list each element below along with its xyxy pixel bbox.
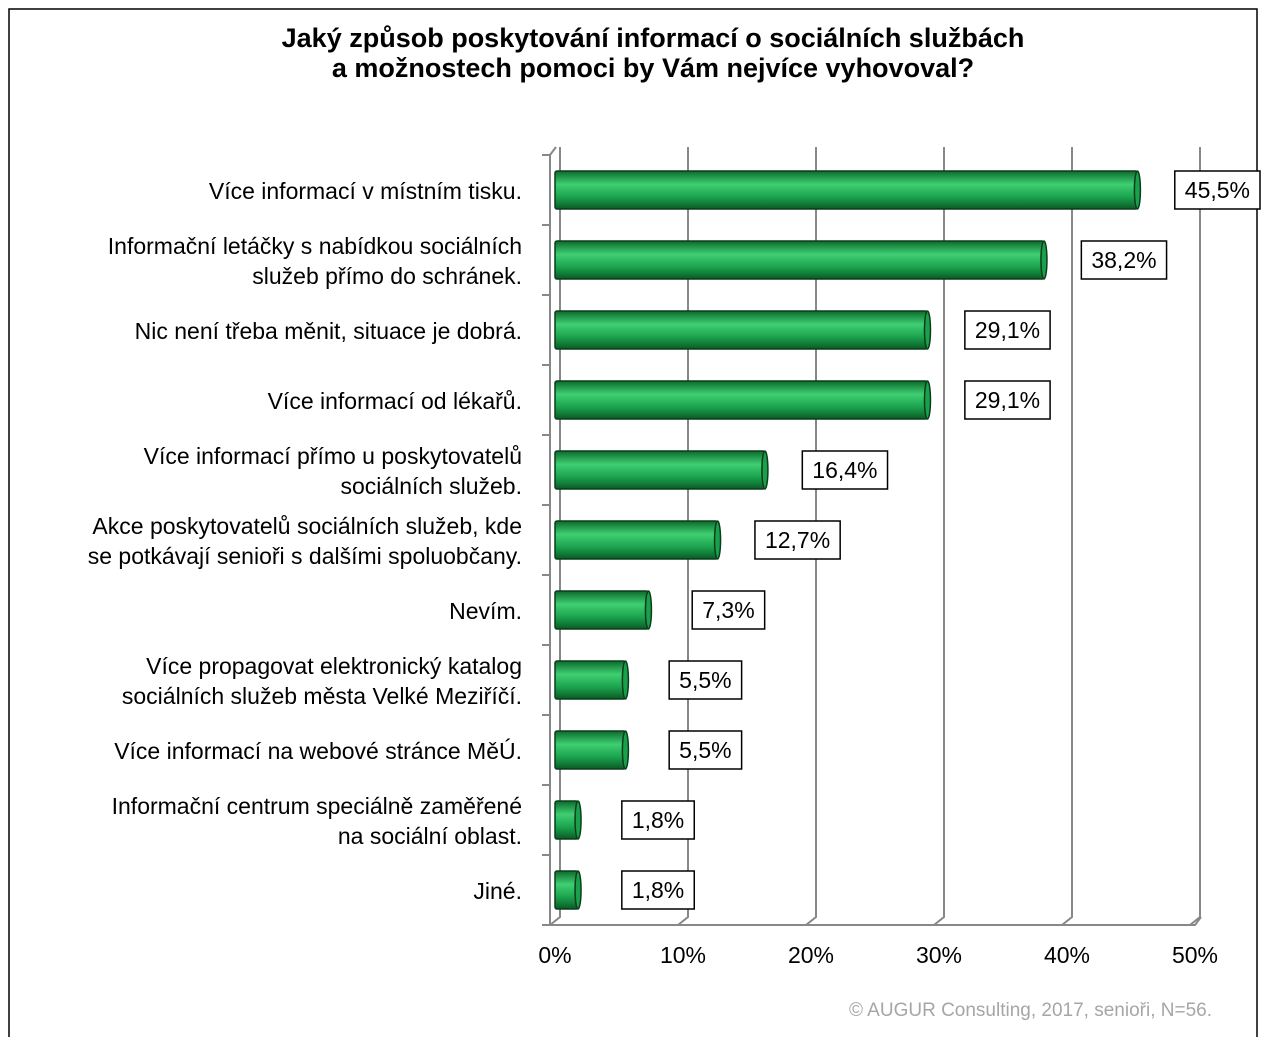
data-label-box (668, 730, 743, 770)
bar (554, 730, 627, 770)
bar (554, 170, 1139, 210)
data-label-box (754, 520, 841, 560)
bar (554, 520, 719, 560)
bar-cap (644, 590, 653, 630)
y-tick-label: Akce poskytovatelů sociálních služeb, kd… (88, 513, 522, 569)
bar (554, 590, 650, 630)
data-label-box (1080, 240, 1168, 280)
data-label-box (668, 660, 743, 700)
bar-cap (923, 380, 932, 420)
data-label: 1,8% (632, 877, 684, 903)
bar-cap (1040, 240, 1048, 280)
bar-cap (574, 870, 582, 910)
y-tick-label: Více informací v místním tisku. (209, 178, 522, 204)
chart-title: Jaký způsob poskytování informací o soci… (282, 23, 1025, 83)
y-tick-label: Více informací na webové stránce MěÚ. (114, 738, 522, 764)
grid-line (933, 147, 945, 926)
bar (554, 660, 627, 700)
y-tick-label: Nevím. (449, 598, 522, 624)
y-tick-label: Více informací přímo u poskytovatelů soci… (144, 443, 522, 499)
data-label-box (964, 380, 1051, 420)
data-label-box (621, 870, 696, 910)
bar (554, 310, 929, 350)
frame (8, 8, 1258, 1037)
x-tick-label: 20% (788, 942, 834, 968)
x-tick-label: 50% (1172, 942, 1218, 968)
data-label: 38,2% (1091, 247, 1156, 273)
data-label: 5,5% (679, 667, 731, 693)
y-tick-label: Více informací od lékařů. (268, 388, 522, 414)
bar-cap (761, 450, 769, 490)
grid-line (1061, 147, 1073, 926)
data-label: 16,4% (812, 457, 877, 483)
x-tick-label: 10% (660, 942, 706, 968)
data-label: 12,7% (765, 527, 830, 553)
data-label: 5,5% (679, 737, 731, 763)
bar-cap (923, 310, 932, 350)
data-label: 7,3% (702, 597, 754, 623)
bar (554, 380, 929, 420)
plot-floor (550, 916, 1202, 926)
data-label-box (621, 800, 696, 840)
bar-cap (713, 520, 722, 560)
data-label-box (964, 310, 1051, 350)
y-tick-label: Informační centrum speciálně zaměřené na … (112, 793, 522, 849)
y-tick-label: Více propagovat elektronický katalog soci… (122, 653, 522, 709)
bar-cap (621, 730, 630, 770)
data-label-box (1174, 170, 1261, 210)
footnote: © AUGUR Consulting, 2017, senioři, N=56. (849, 1000, 1212, 1021)
bar (554, 240, 1045, 280)
y-axis (549, 146, 557, 925)
x-tick-label: 30% (916, 942, 962, 968)
y-tick-label: Nic není třeba měnit, situace je dobrá. (135, 318, 522, 344)
data-label-box (801, 450, 889, 490)
bar-cap (621, 660, 630, 700)
bar (554, 450, 766, 490)
data-label-box (691, 590, 766, 630)
bar-cap (1133, 170, 1142, 210)
data-label: 1,8% (632, 807, 684, 833)
y-tick-label: Jiné. (473, 878, 522, 904)
y-tick-label: Informační letáčky s nabídkou sociálních… (108, 233, 522, 289)
bar-cap (574, 800, 582, 840)
data-label: 29,1% (975, 317, 1040, 343)
data-label: 45,5% (1185, 177, 1250, 203)
data-label: 29,1% (975, 387, 1040, 413)
x-tick-label: 40% (1044, 942, 1090, 968)
x-tick-label: 0% (538, 942, 571, 968)
grid-line (1189, 147, 1201, 926)
